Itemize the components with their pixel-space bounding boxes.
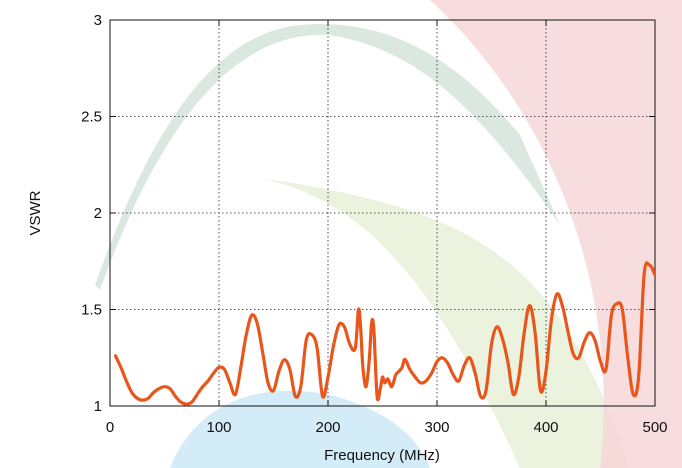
band-pink-arc bbox=[430, 0, 682, 468]
y-tick-label: 3 bbox=[94, 12, 102, 29]
grid-lines bbox=[110, 20, 655, 406]
y-tick-labels: 1 1.5 2 2.5 3 bbox=[81, 12, 102, 415]
background-bands bbox=[95, 0, 682, 468]
y-tick-label: 2.5 bbox=[81, 109, 102, 126]
series-layer bbox=[113, 261, 655, 406]
x-tick-label: 500 bbox=[642, 419, 667, 436]
x-tick-label: 200 bbox=[315, 419, 340, 436]
band-blue-semicircle bbox=[170, 390, 430, 468]
y-tick-label: 1 bbox=[94, 398, 102, 415]
x-tick-label: 0 bbox=[106, 419, 114, 436]
y-axis-label: VSWR bbox=[27, 190, 44, 235]
y-tick-label: 2 bbox=[94, 205, 102, 222]
band-light-arc bbox=[260, 178, 630, 468]
y-tick-label: 1.5 bbox=[81, 302, 102, 319]
x-tick-label: 100 bbox=[206, 419, 231, 436]
axis-ticks bbox=[109, 19, 656, 407]
x-tick-label: 400 bbox=[533, 419, 558, 436]
x-tick-label: 300 bbox=[424, 419, 449, 436]
x-axis-label: Frequency (MHz) bbox=[324, 447, 440, 464]
x-tick-labels: 0 100 200 300 400 500 bbox=[106, 419, 668, 436]
vswr-series-line bbox=[113, 261, 655, 406]
